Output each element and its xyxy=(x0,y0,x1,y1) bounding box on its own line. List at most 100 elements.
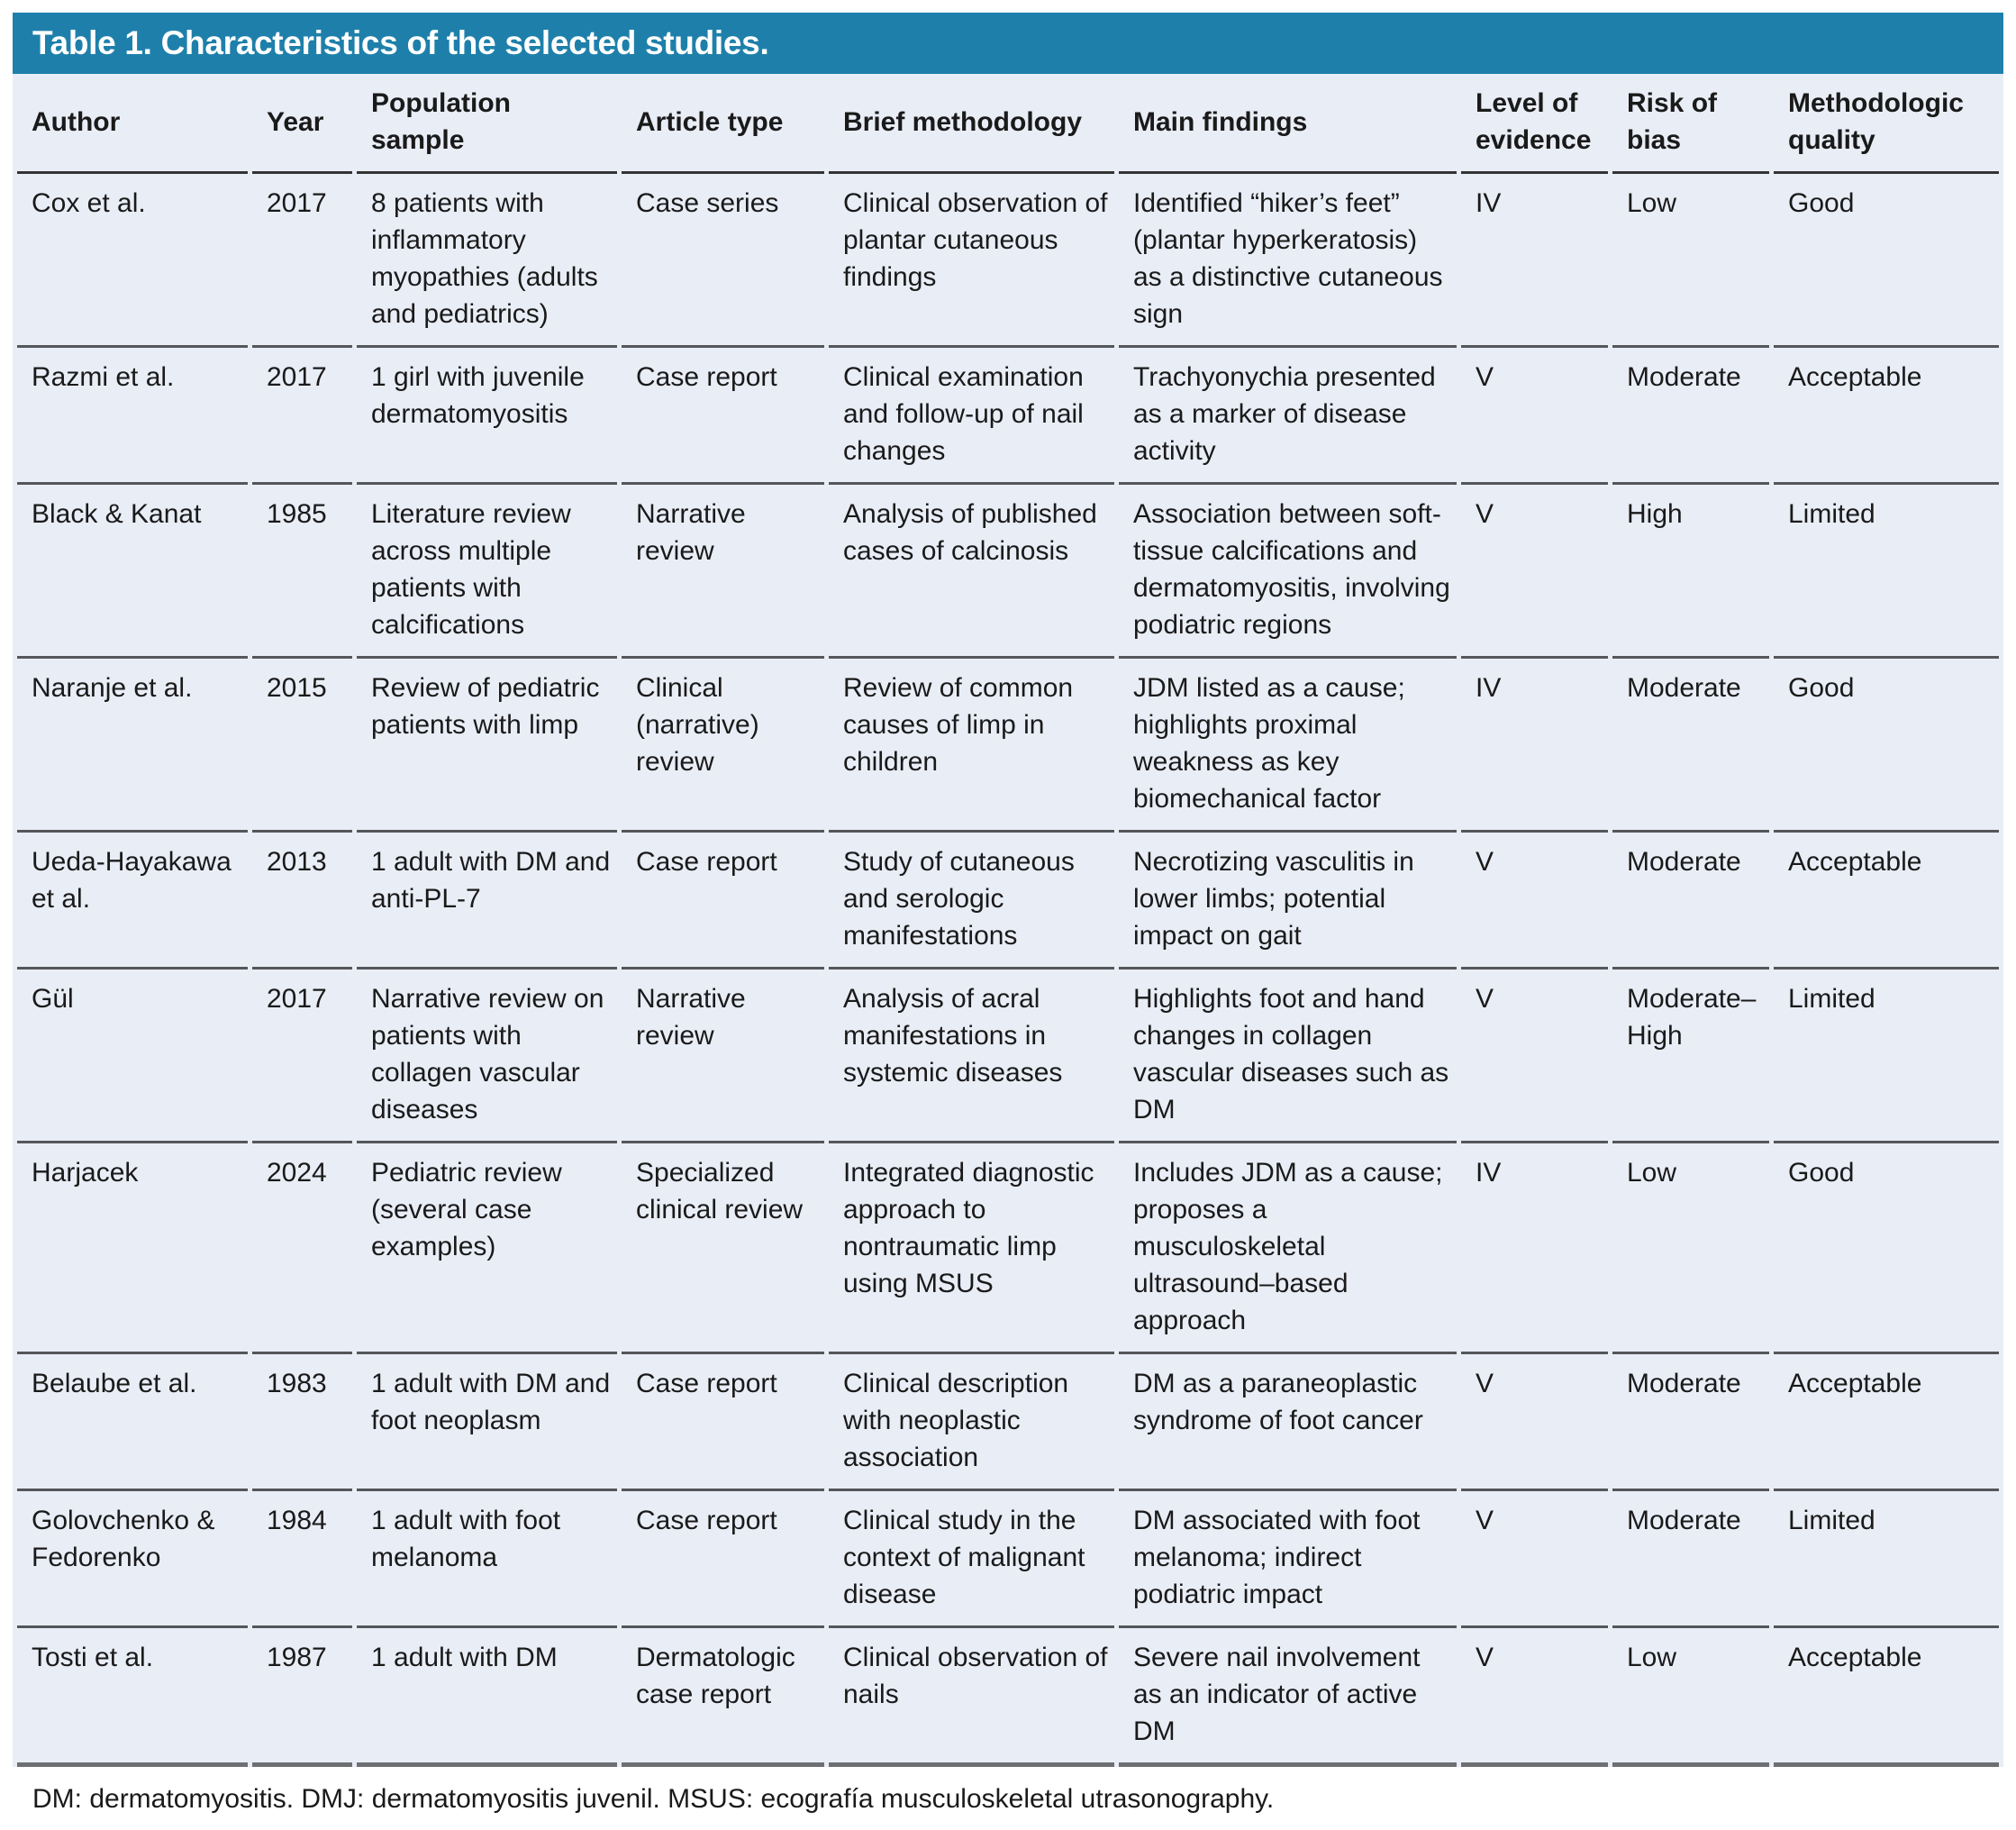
cell-population: 1 adult with DM xyxy=(357,1628,617,1767)
col-header-year: Year xyxy=(252,74,352,174)
cell-bias: Moderate xyxy=(1612,1354,1769,1491)
cell-evidence: V xyxy=(1461,1354,1608,1491)
table-row: Tosti et al. 1987 1 adult with DM Dermat… xyxy=(17,1628,1999,1767)
cell-evidence: V xyxy=(1461,1491,1608,1628)
col-header-methodology: Brief methodology xyxy=(829,74,1114,174)
cell-author: Black & Kanat xyxy=(17,485,248,659)
col-header-author: Author xyxy=(17,74,248,174)
cell-bias: Low xyxy=(1612,1628,1769,1767)
col-header-article-type: Article type xyxy=(622,74,824,174)
cell-quality: Good xyxy=(1774,174,1999,348)
cell-quality: Good xyxy=(1774,1143,1999,1354)
cell-year: 2013 xyxy=(252,833,352,970)
cell-methodology: Study of cutaneous and serologic manifes… xyxy=(829,833,1114,970)
cell-quality: Limited xyxy=(1774,970,1999,1143)
cell-author: Belaube et al. xyxy=(17,1354,248,1491)
col-header-quality: Methodologic quality xyxy=(1774,74,1999,174)
cell-bias: Low xyxy=(1612,1143,1769,1354)
cell-article-type: Narrative review xyxy=(622,485,824,659)
cell-methodology: Analysis of published cases of calcinosi… xyxy=(829,485,1114,659)
cell-author: Golovchenko & Fedorenko xyxy=(17,1491,248,1628)
cell-author: Razmi et al. xyxy=(17,348,248,485)
cell-methodology: Review of common causes of limp in child… xyxy=(829,659,1114,833)
cell-bias: High xyxy=(1612,485,1769,659)
cell-author: Naranje et al. xyxy=(17,659,248,833)
cell-bias: Moderate xyxy=(1612,348,1769,485)
cell-author: Cox et al. xyxy=(17,174,248,348)
cell-year: 2017 xyxy=(252,174,352,348)
cell-findings: Includes JDM as a cause; proposes a musc… xyxy=(1119,1143,1457,1354)
cell-quality: Acceptable xyxy=(1774,1628,1999,1767)
cell-population: 1 adult with DM and anti-PL-7 xyxy=(357,833,617,970)
cell-article-type: Case report xyxy=(622,1354,824,1491)
table-row: Harjacek 2024 Pediatric review (several … xyxy=(17,1143,1999,1354)
cell-findings: Association between soft-tissue calcific… xyxy=(1119,485,1457,659)
cell-author: Ueda-Hayakawa et al. xyxy=(17,833,248,970)
cell-methodology: Clinical study in the context of maligna… xyxy=(829,1491,1114,1628)
cell-methodology: Integrated diagnostic approach to nontra… xyxy=(829,1143,1114,1354)
cell-year: 2017 xyxy=(252,348,352,485)
col-header-population: Population sample xyxy=(357,74,617,174)
cell-methodology: Clinical description with neoplastic ass… xyxy=(829,1354,1114,1491)
cell-bias: Low xyxy=(1612,174,1769,348)
col-header-evidence: Level of evidence xyxy=(1461,74,1608,174)
cell-findings: Severe nail involvement as an indicator … xyxy=(1119,1628,1457,1767)
col-header-bias: Risk of bias xyxy=(1612,74,1769,174)
cell-bias: Moderate–High xyxy=(1612,970,1769,1143)
cell-findings: Trachyonychia presented as a marker of d… xyxy=(1119,348,1457,485)
cell-evidence: V xyxy=(1461,970,1608,1143)
table-footnote: DM: dermatomyositis. DMJ: dermatomyositi… xyxy=(32,1784,1275,1814)
cell-quality: Limited xyxy=(1774,1491,1999,1628)
cell-year: 2017 xyxy=(252,970,352,1143)
cell-article-type: Specialized clinical review xyxy=(622,1143,824,1354)
cell-population: 1 adult with foot melanoma xyxy=(357,1491,617,1628)
cell-findings: JDM listed as a cause; highlights proxim… xyxy=(1119,659,1457,833)
table-row: Golovchenko & Fedorenko 1984 1 adult wit… xyxy=(17,1491,1999,1628)
cell-findings: DM associated with foot melanoma; indire… xyxy=(1119,1491,1457,1628)
table-row: Gül 2017 Narrative review on patients wi… xyxy=(17,970,1999,1143)
cell-population: Narrative review on patients with collag… xyxy=(357,970,617,1143)
cell-year: 1983 xyxy=(252,1354,352,1491)
cell-year: 2015 xyxy=(252,659,352,833)
cell-bias: Moderate xyxy=(1612,659,1769,833)
cell-evidence: V xyxy=(1461,485,1608,659)
table-title: Table 1. Characteristics of the selected… xyxy=(32,24,769,61)
cell-evidence: V xyxy=(1461,833,1608,970)
cell-year: 1985 xyxy=(252,485,352,659)
cell-methodology: Clinical observation of plantar cutaneou… xyxy=(829,174,1114,348)
cell-quality: Acceptable xyxy=(1774,833,1999,970)
header-row: Author Year Population sample Article ty… xyxy=(17,74,1999,174)
cell-population: Literature review across multiple patien… xyxy=(357,485,617,659)
cell-findings: DM as a paraneoplastic syndrome of foot … xyxy=(1119,1354,1457,1491)
cell-quality: Good xyxy=(1774,659,1999,833)
table-row: Razmi et al. 2017 1 girl with juvenile d… xyxy=(17,348,1999,485)
table-row: Cox et al. 2017 8 patients with inflamma… xyxy=(17,174,1999,348)
cell-quality: Acceptable xyxy=(1774,348,1999,485)
cell-author: Harjacek xyxy=(17,1143,248,1354)
cell-population: 1 adult with DM and foot neoplasm xyxy=(357,1354,617,1491)
cell-findings: Identified “hiker’s feet” (plantar hyper… xyxy=(1119,174,1457,348)
cell-article-type: Case report xyxy=(622,348,824,485)
cell-author: Gül xyxy=(17,970,248,1143)
cell-evidence: IV xyxy=(1461,1143,1608,1354)
cell-evidence: V xyxy=(1461,1628,1608,1767)
cell-population: 8 patients with inflammatory myopathies … xyxy=(357,174,617,348)
cell-methodology: Clinical examination and follow-up of na… xyxy=(829,348,1114,485)
cell-findings: Highlights foot and hand changes in coll… xyxy=(1119,970,1457,1143)
cell-bias: Moderate xyxy=(1612,1491,1769,1628)
col-header-findings: Main findings xyxy=(1119,74,1457,174)
cell-year: 1987 xyxy=(252,1628,352,1767)
cell-population: Review of pediatric patients with limp xyxy=(357,659,617,833)
cell-methodology: Clinical observation of nails xyxy=(829,1628,1114,1767)
cell-year: 1984 xyxy=(252,1491,352,1628)
cell-year: 2024 xyxy=(252,1143,352,1354)
cell-evidence: IV xyxy=(1461,659,1608,833)
cell-article-type: Case report xyxy=(622,833,824,970)
cell-population: Pediatric review (several case examples) xyxy=(357,1143,617,1354)
cell-article-type: Narrative review xyxy=(622,970,824,1143)
table-row: Naranje et al. 2015 Review of pediatric … xyxy=(17,659,1999,833)
cell-quality: Acceptable xyxy=(1774,1354,1999,1491)
cell-author: Tosti et al. xyxy=(17,1628,248,1767)
table-row: Ueda-Hayakawa et al. 2013 1 adult with D… xyxy=(17,833,1999,970)
